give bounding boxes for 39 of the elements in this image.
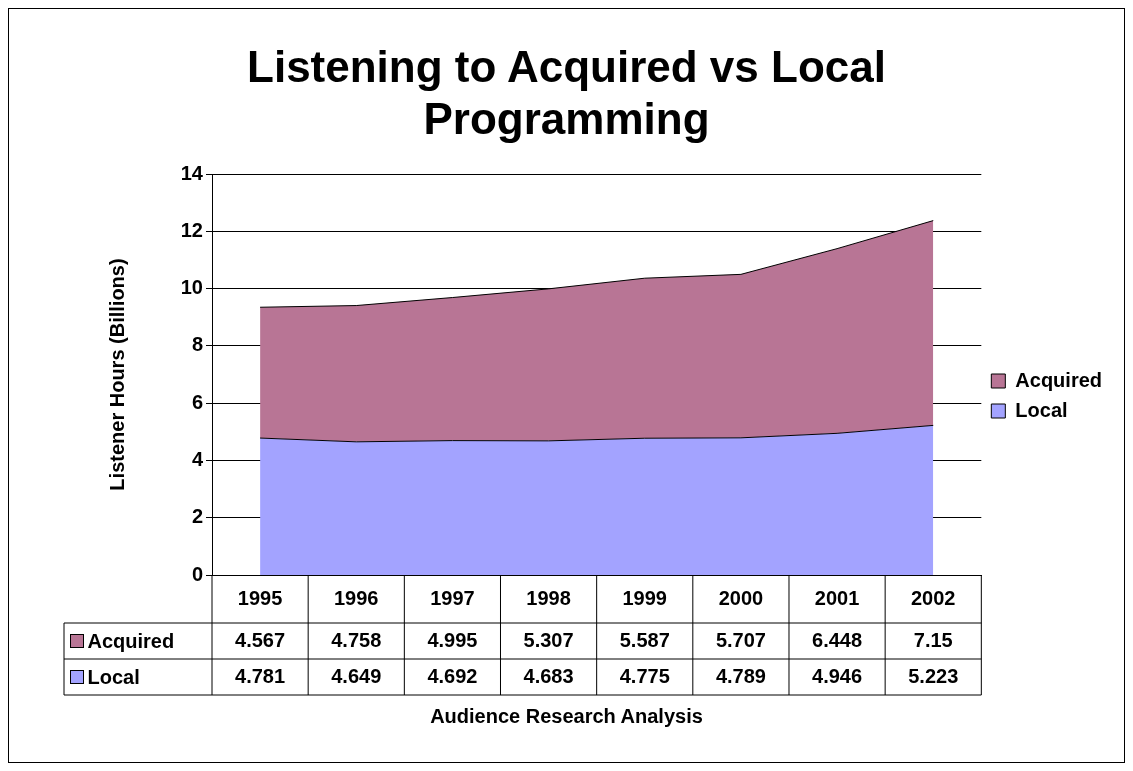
x-tick-label: 1995 bbox=[237, 586, 282, 609]
data-label: 4.683 bbox=[523, 664, 574, 687]
data-label: 4.775 bbox=[619, 664, 670, 687]
data-label: 4.781 bbox=[234, 664, 285, 687]
x-tick-label: 1996 bbox=[333, 586, 378, 609]
y-tick-label: 4 bbox=[191, 447, 204, 470]
data-label: 5.223 bbox=[907, 664, 958, 687]
y-tick-label: 2 bbox=[191, 505, 203, 528]
data-label: 4.692 bbox=[426, 664, 477, 687]
data-label: 4.758 bbox=[330, 628, 381, 651]
text: Local bbox=[87, 665, 140, 688]
data-label: 5.707 bbox=[715, 628, 766, 651]
chart-title: Listening to Acquired vs Local Programming bbox=[246, 41, 887, 145]
legend-label: Acquired bbox=[1014, 368, 1102, 391]
data-label: 7.15 bbox=[913, 628, 953, 651]
y-tick-label: 12 bbox=[180, 218, 203, 241]
text: Acquired bbox=[87, 629, 175, 652]
data-label: 4.995 bbox=[426, 628, 477, 651]
data-label: 4.567 bbox=[234, 628, 285, 651]
data-label: 5.587 bbox=[619, 628, 670, 651]
y-tick-label: 8 bbox=[191, 333, 203, 356]
x-tick-label: 1999 bbox=[621, 586, 667, 609]
x-tick-label: 1998 bbox=[525, 586, 571, 609]
data-label: 4.789 bbox=[715, 664, 766, 687]
y-tick-label: 6 bbox=[191, 390, 203, 413]
x-tick-label: 2000 bbox=[718, 586, 763, 609]
legend-label: Local bbox=[1014, 398, 1068, 421]
data-label: 4.946 bbox=[811, 664, 862, 687]
y-tick-label: 10 bbox=[180, 276, 203, 299]
text: Audience Research Analysis bbox=[430, 705, 703, 728]
x-tick-label: 2002 bbox=[910, 586, 955, 609]
x-tick-label: 1997 bbox=[429, 586, 475, 609]
y-axis-title: Listener Hours (Billions) bbox=[105, 258, 128, 491]
data-label: 4.649 bbox=[330, 664, 381, 687]
x-tick-label: 2001 bbox=[814, 586, 859, 609]
data-label: 5.307 bbox=[523, 628, 574, 651]
y-tick-label: 0 bbox=[191, 562, 203, 585]
y-tick-label: 14 bbox=[180, 161, 204, 184]
data-label: 6.448 bbox=[811, 628, 862, 651]
